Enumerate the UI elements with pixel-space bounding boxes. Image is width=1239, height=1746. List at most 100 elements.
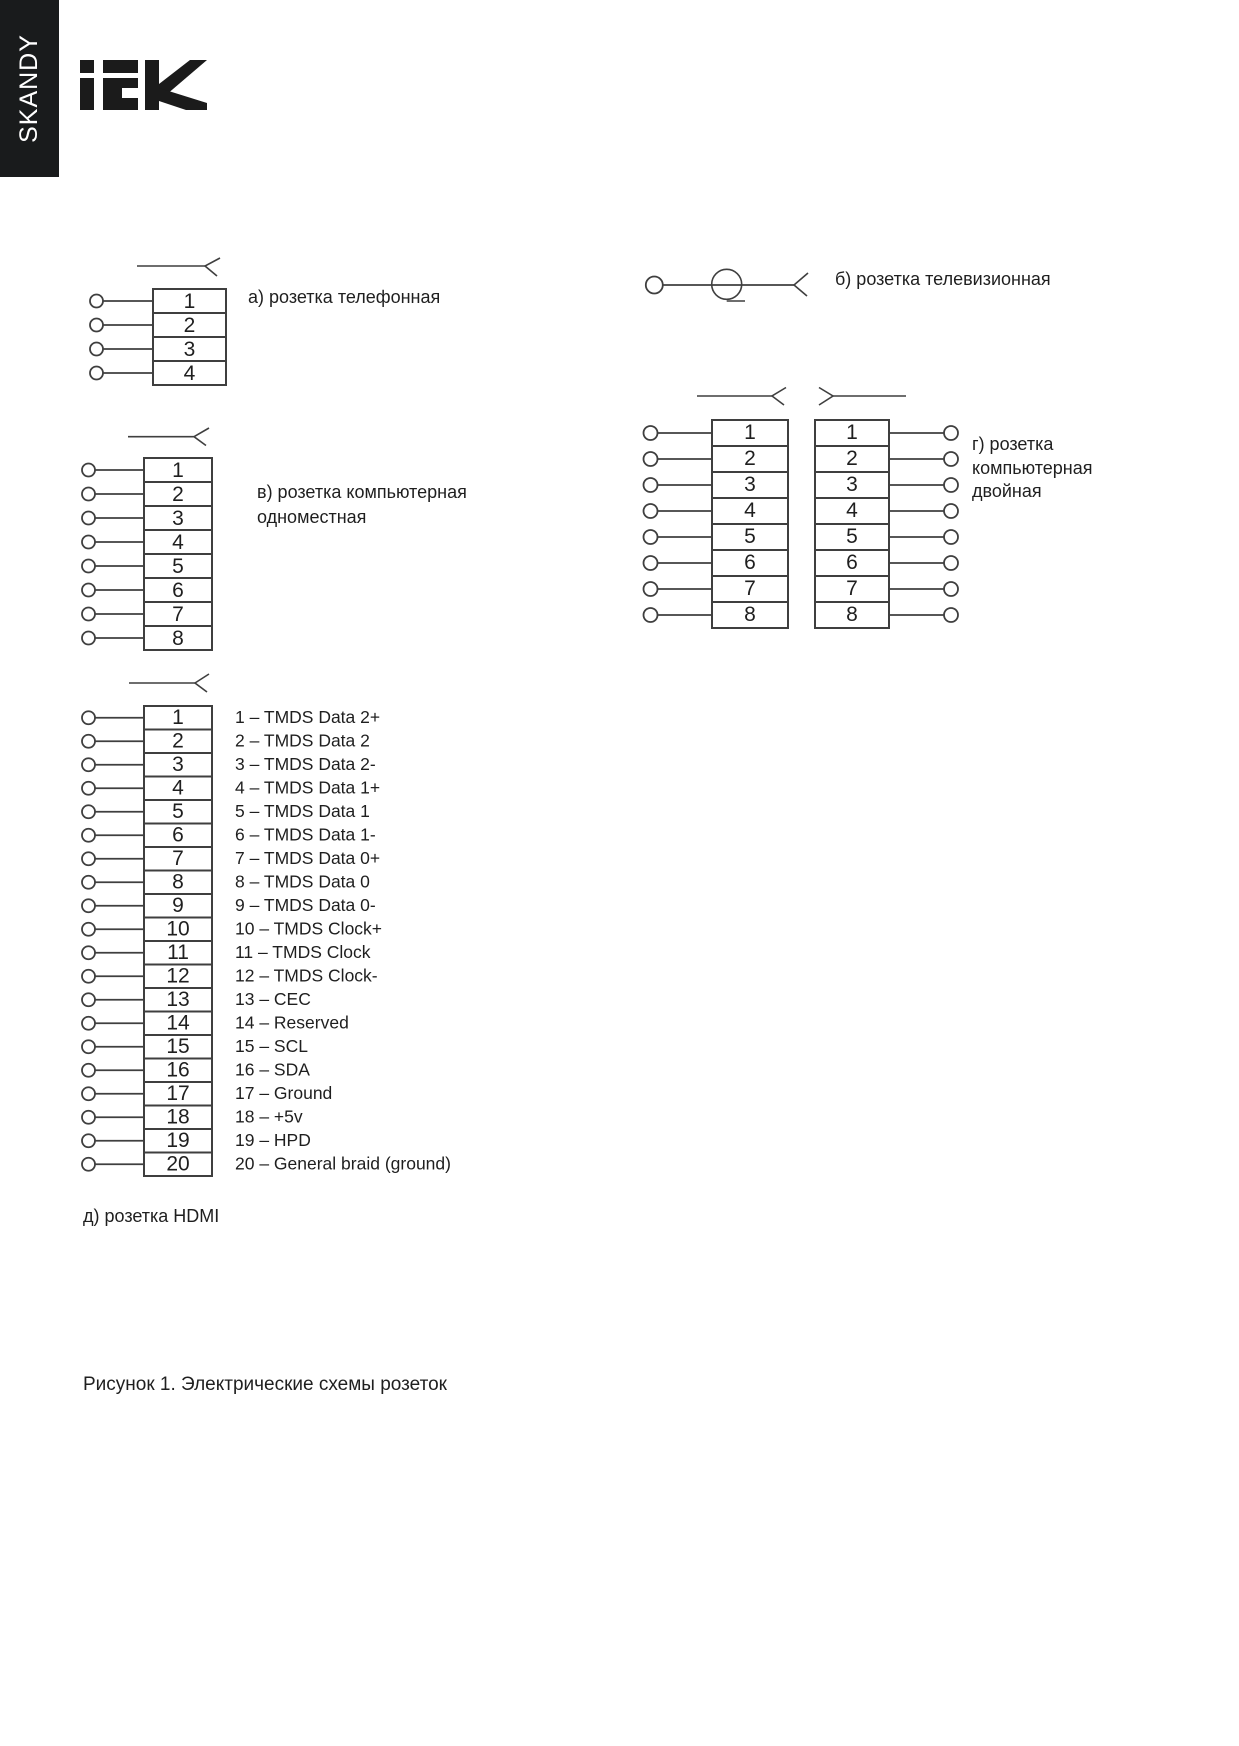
pin-number: 6 [172, 824, 184, 847]
pin-number: 8 [172, 627, 184, 650]
pin-number: 11 [167, 941, 189, 964]
pin-description: 19 – HPD [235, 1130, 311, 1150]
pin-number: 4 [846, 499, 858, 522]
pin-number: 9 [172, 894, 184, 917]
pin-description: 13 – CEC [235, 989, 311, 1009]
pin-number: 7 [744, 577, 756, 600]
pin-number: 3 [744, 473, 756, 496]
pin-description: 11 – TMDS Clock [235, 942, 371, 962]
pin-description: 16 – SDA [235, 1060, 310, 1080]
pin-number: 8 [846, 603, 858, 626]
pin-number: 5 [172, 800, 184, 823]
pin-number: 3 [846, 473, 858, 496]
pin-description: 2 – TMDS Data 2 [235, 731, 370, 751]
skandy-banner: SKANDY [0, 0, 59, 177]
pin-description: 15 – SCL [235, 1036, 308, 1056]
pin-number: 15 [166, 1035, 189, 1058]
pin-number: 13 [166, 988, 189, 1011]
pin-number: 3 [172, 753, 184, 776]
pin-number: 5 [744, 525, 756, 548]
pin-number: 4 [172, 777, 184, 800]
pin-number: 20 [166, 1153, 189, 1176]
socket-connector-symbol-left [697, 386, 787, 406]
socket-connector-symbol [129, 673, 210, 693]
pin-number: 7 [172, 603, 184, 626]
pin-number: 4 [184, 362, 196, 385]
pin-description: 4 – TMDS Data 1+ [235, 778, 380, 798]
pin-description: 14 – Reserved [235, 1013, 349, 1033]
tv-tap-symbol [710, 268, 745, 302]
logo-k-lower-arm [159, 88, 207, 110]
diagram-telephone-label: а) розетка телефонная [248, 287, 441, 307]
diagram-tv-socket [644, 268, 809, 302]
diagram-hdmi-socket: 1 2 3 4 5 6 7 8 9 10 11 12 13 14 15 16 1… [81, 673, 451, 1177]
pin-number: 1 [184, 290, 196, 313]
pin-number: 3 [184, 338, 196, 361]
label-line: в) розетка компьютерная [257, 482, 467, 502]
terminal-leads [81, 710, 144, 1172]
socket-connector-symbol [137, 257, 221, 277]
pin-table-left: 1 2 3 4 5 6 7 8 [711, 419, 789, 629]
diagram-hdmi-label: д) розетка HDMI [83, 1206, 220, 1226]
socket-connector-symbol [792, 272, 809, 297]
pin-number: 2 [172, 730, 184, 753]
pin-number: 5 [846, 525, 858, 548]
pin-number: 12 [166, 965, 189, 988]
terminal-circle [644, 275, 664, 295]
pin-number: 18 [166, 1106, 189, 1129]
diagram-computer-single-socket: 1 2 3 4 5 6 7 8 [81, 427, 213, 651]
pin-description: 5 – TMDS Data 1 [235, 801, 370, 821]
label-line: г) розетка [972, 434, 1054, 454]
pin-number: 2 [172, 483, 184, 506]
terminal-leads [81, 462, 144, 646]
logo-k-upper-arm [159, 60, 207, 101]
pin-number: 3 [172, 507, 184, 530]
logo-e-top [103, 60, 138, 73]
label-line: одноместная [257, 507, 367, 527]
pin-number: 1 [172, 706, 184, 729]
pin-number: 16 [166, 1059, 189, 1082]
iek-logo [80, 60, 207, 110]
pin-table: 1 2 3 4 5 6 7 8 [143, 457, 213, 651]
pin-number: 10 [166, 918, 189, 941]
pin-number: 8 [172, 871, 184, 894]
diagram-computer-double-label: г) розетка компьютерная двойная [972, 433, 1092, 504]
label-line: двойная [972, 481, 1042, 501]
pin-number: 1 [846, 421, 858, 444]
pin-description: 17 – Ground [235, 1083, 332, 1103]
figure-caption: Рисунок 1. Электрические схемы розеток [83, 1374, 447, 1395]
pin-table-right: 1 2 3 4 5 6 7 8 [814, 419, 890, 629]
logo-i-dot [80, 60, 94, 73]
pin-number: 17 [166, 1082, 189, 1105]
pin-number: 6 [846, 551, 858, 574]
pin-number: 6 [744, 551, 756, 574]
pin-description: 18 – +5v [235, 1107, 303, 1127]
socket-connector-symbol [128, 427, 210, 447]
pin-table: 1 2 3 4 5 6 7 8 9 10 11 12 13 14 15 16 1… [143, 705, 213, 1177]
pin-table: 1 2 3 4 [152, 288, 227, 386]
pin-number: 1 [744, 421, 756, 444]
pin-description: 20 – General braid (ground) [235, 1154, 451, 1174]
pin-description: 8 – TMDS Data 0 [235, 872, 370, 892]
pin-number: 2 [846, 447, 858, 470]
pin-number: 6 [172, 579, 184, 602]
pin-description: 6 – TMDS Data 1- [235, 825, 376, 845]
pin-description: 12 – TMDS Clock- [235, 966, 378, 986]
diagram-computer-single-label: в) розетка компьютерная одноместная [257, 480, 467, 530]
pin-description: 1 – TMDS Data 2+ [235, 707, 380, 727]
logo-i-stem [80, 78, 94, 110]
pin-number: 19 [166, 1129, 189, 1152]
terminal-leads-right [889, 425, 959, 623]
pin-description: 9 – TMDS Data 0- [235, 895, 376, 915]
pin-description: 7 – TMDS Data 0+ [235, 848, 380, 868]
pin-description: 3 – TMDS Data 2- [235, 754, 376, 774]
pin-number: 7 [846, 577, 858, 600]
logo-k-stem [145, 60, 159, 110]
terminal-leads [89, 293, 153, 381]
pin-number: 5 [172, 555, 184, 578]
pin-descriptions: 1 – TMDS Data 2+ 2 – TMDS Data 2 3 – TMD… [235, 707, 451, 1174]
logo-e-body [103, 78, 138, 110]
pin-description: 10 – TMDS Clock+ [235, 919, 382, 939]
pin-number: 2 [744, 447, 756, 470]
